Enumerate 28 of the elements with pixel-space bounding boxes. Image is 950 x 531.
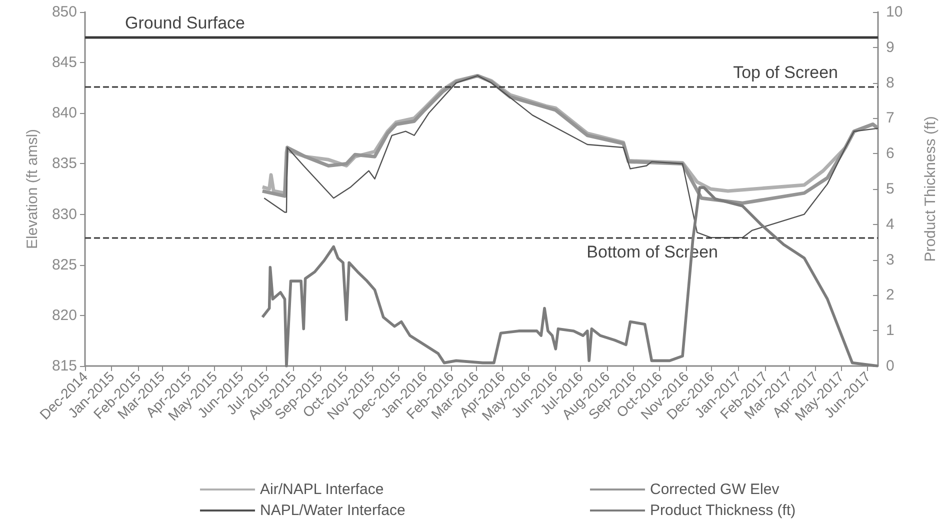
y-tick-label: 845 [52,54,77,72]
y-tick-label: 820 [52,306,77,324]
y2-tick-label: 9 [886,38,894,56]
y-tick-label: 835 [52,155,77,172]
y2-tick-label: 5 [886,180,894,198]
y2-tick-label: 10 [886,4,903,20]
y2-tick-label: 6 [886,145,894,162]
y2-tick-label: 4 [886,216,894,233]
y-tick-label: 840 [52,104,77,122]
y-tick-label: 850 [52,4,77,20]
legend-label: NAPL/Water Interface [260,502,406,519]
y2-tick-label: 7 [886,110,894,127]
legend-label: Corrected GW Elev [650,481,780,498]
legend-label: Product Thickness (ft) [650,502,796,519]
y-axis-title: Elevation (ft amsl) [24,128,41,250]
y2-axis-title: Product Thickness (ft) [922,116,939,262]
legend-label: Air/NAPL Interface [260,481,384,498]
y2-tick-label: 3 [886,251,894,268]
y2-tick-label: 0 [886,358,894,374]
y2-tick-label: 1 [886,322,894,340]
line-series [261,186,880,368]
y2-tick-label: 8 [886,74,894,92]
ref-line-label: Top of Screen [733,62,838,82]
y-tick-label: 830 [52,206,77,223]
y-tick-label: 825 [52,256,77,274]
y-tick-label: 815 [52,358,77,374]
y2-tick-label: 2 [886,286,894,304]
ref-line-label: Ground Surface [125,13,246,32]
